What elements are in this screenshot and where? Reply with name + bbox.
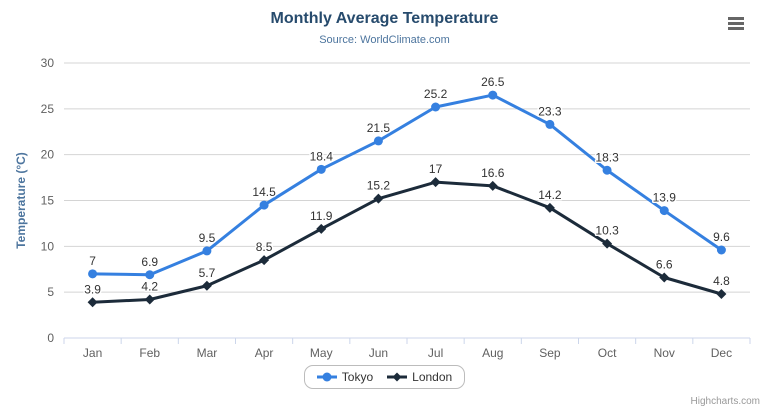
data-label: 9.5 (199, 231, 216, 245)
y-tick-label: 5 (47, 285, 54, 299)
x-axis-label: Dec (711, 346, 732, 360)
point-marker-tokyo[interactable] (259, 200, 269, 210)
series-line-tokyo (91, 93, 723, 277)
point-marker-london[interactable] (716, 289, 727, 299)
point-marker-london[interactable] (259, 255, 270, 266)
point-marker-london[interactable] (602, 238, 613, 249)
x-axis-label: Oct (598, 346, 617, 360)
point-marker-tokyo[interactable] (716, 245, 726, 255)
point-marker-tokyo[interactable] (145, 270, 155, 280)
point-marker-london[interactable] (201, 280, 212, 291)
data-label: 5.7 (199, 266, 216, 280)
x-axis-label: Feb (139, 346, 160, 360)
data-label: 4.2 (141, 280, 158, 294)
point-marker-london[interactable] (87, 297, 98, 308)
y-tick-label: 25 (41, 102, 55, 116)
legend-label: Tokyo (341, 370, 374, 384)
hamburger-bar (728, 17, 744, 20)
point-marker-tokyo[interactable] (431, 102, 441, 112)
point-marker-london[interactable] (544, 202, 555, 213)
hamburger-bar (728, 22, 744, 25)
point-marker-tokyo[interactable] (545, 119, 555, 129)
data-label: 6.6 (656, 258, 673, 272)
data-label: 21.5 (367, 121, 391, 135)
series-line-london (91, 180, 723, 304)
legend-marker-shape (392, 372, 402, 382)
data-label: 11.9 (310, 209, 333, 223)
x-axis-label: Aug (482, 346, 503, 360)
point-marker-tokyo[interactable] (659, 206, 669, 216)
x-axis-label: May (310, 346, 333, 360)
x-axis-label: Sep (539, 346, 561, 360)
y-axis-title: Temperature (°C) (14, 152, 28, 249)
legend-marker-diamond-icon (387, 372, 408, 382)
point-marker-london[interactable] (487, 180, 498, 191)
data-label: 8.5 (256, 240, 273, 254)
hamburger-bar (728, 27, 744, 30)
point-marker-tokyo[interactable] (488, 90, 498, 100)
legend-item-london[interactable]: London (387, 370, 452, 384)
point-marker-london[interactable] (144, 294, 155, 305)
data-label: 4.8 (713, 274, 730, 288)
legend-item-tokyo[interactable]: Tokyo (316, 370, 374, 384)
point-marker-london[interactable] (430, 177, 441, 188)
data-label: 9.6 (713, 230, 730, 244)
data-label: 14.5 (252, 185, 276, 199)
x-axis-label: Nov (654, 346, 675, 360)
y-tick-label: 10 (41, 239, 55, 253)
y-tick-label: 0 (47, 331, 54, 345)
legend-box: Tokyo London (303, 365, 466, 389)
point-marker-london[interactable] (659, 272, 670, 283)
chart-subtitle: Source: WorldClimate.com (319, 34, 450, 46)
x-axis-label: Jun (369, 346, 388, 360)
point-marker-tokyo[interactable] (373, 136, 383, 146)
legend-marker-shape (322, 372, 332, 382)
legend-marker-circle-icon (316, 372, 337, 382)
point-marker-london[interactable] (373, 193, 384, 204)
data-label: 13.9 (653, 191, 677, 205)
data-label: 17 (429, 162, 443, 176)
x-axis-label: Jan (83, 346, 102, 360)
data-label: 14.2 (538, 188, 562, 202)
point-marker-tokyo[interactable] (316, 164, 326, 174)
legend: Tokyo London (0, 365, 769, 389)
point-marker-tokyo[interactable] (88, 269, 98, 279)
x-axis-label: Mar (197, 346, 218, 360)
point-marker-london[interactable] (316, 223, 327, 234)
hamburger-menu-icon[interactable] (728, 17, 744, 30)
data-label: 18.3 (595, 150, 619, 164)
data-label: 15.2 (367, 179, 391, 193)
x-axis-label: Apr (255, 346, 274, 360)
data-label: 3.9 (84, 282, 101, 296)
point-marker-tokyo[interactable] (202, 246, 212, 256)
data-label: 6.9 (141, 255, 158, 269)
y-tick-label: 20 (41, 148, 55, 162)
legend-label: London (412, 370, 453, 384)
data-label: 10.3 (595, 224, 619, 238)
chart-title: Monthly Average Temperature (270, 10, 499, 27)
point-marker-tokyo[interactable] (602, 165, 612, 175)
data-label: 16.6 (481, 166, 505, 180)
x-axis-label: Jul (428, 346, 443, 360)
highcharts-credit[interactable]: Highcharts.com (690, 396, 760, 407)
data-label: 26.5 (481, 75, 505, 89)
y-tick-label: 30 (41, 56, 55, 70)
data-label: 18.4 (310, 149, 334, 163)
data-label: 23.3 (538, 104, 562, 118)
y-tick-label: 15 (41, 194, 55, 208)
data-label: 25.2 (424, 87, 448, 101)
data-label: 7 (89, 254, 96, 268)
